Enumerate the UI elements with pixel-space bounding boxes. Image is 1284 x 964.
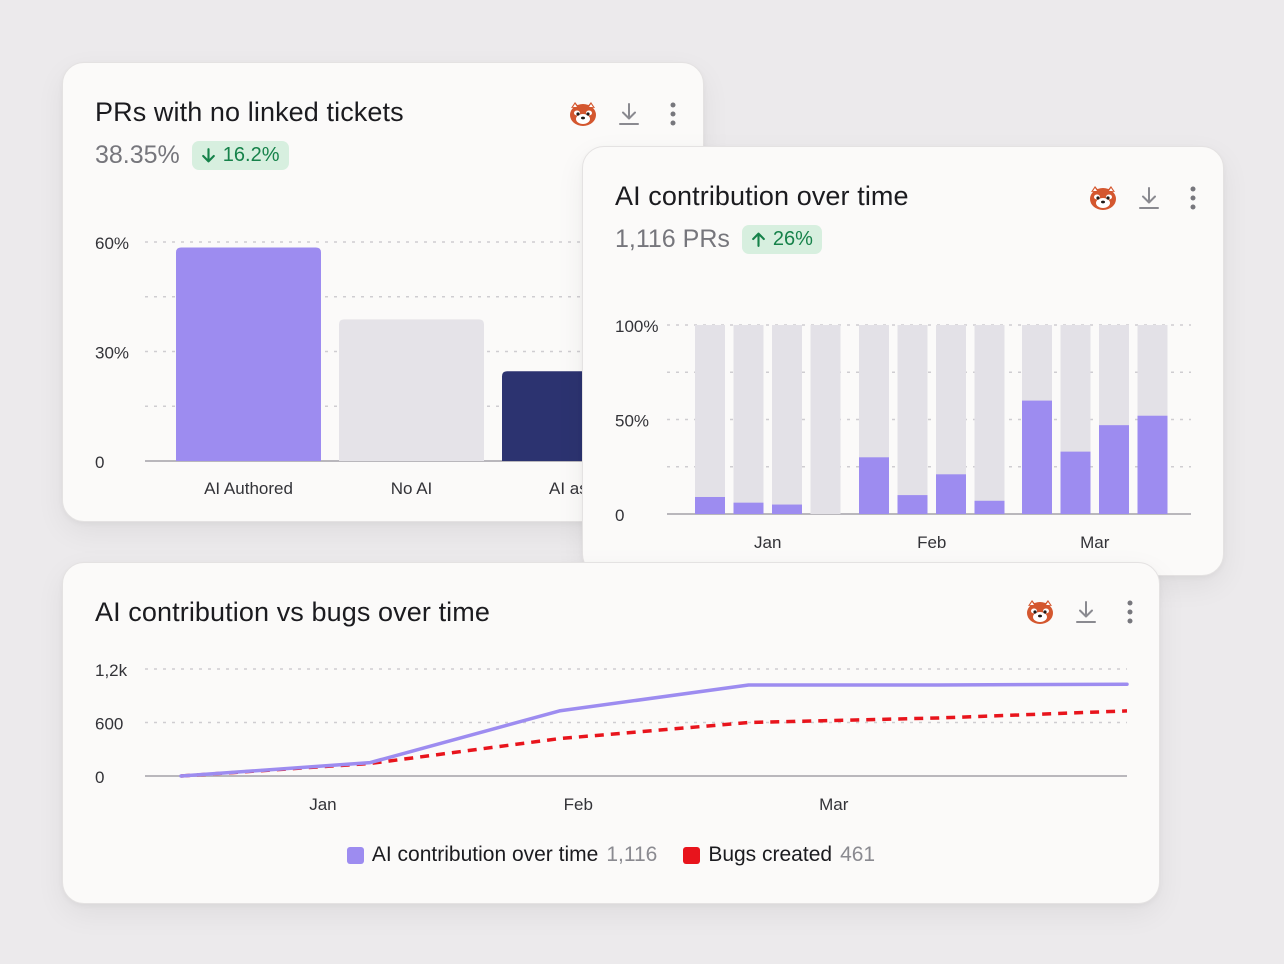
y-tick-label: 100% xyxy=(615,317,658,336)
ai-share-bar[interactable] xyxy=(859,457,889,514)
download-button[interactable] xyxy=(1073,597,1099,627)
legend-value: 1,116 xyxy=(606,843,658,866)
metric-value: 1,116 PRs xyxy=(615,225,730,253)
x-tick-label: Jan xyxy=(309,795,336,814)
x-tick-label: AI Authored xyxy=(204,479,293,498)
ai-share-bar[interactable] xyxy=(733,502,764,514)
ai-vs-bugs-line-chart: 0 600 1,2k Jan Feb Mar xyxy=(95,661,1129,814)
more-vertical-icon xyxy=(1127,600,1133,624)
ai-share-bar[interactable] xyxy=(1060,451,1091,514)
more-vertical-icon xyxy=(670,102,676,126)
ai-contribution-card: AI contribution over time 1,116 PRs 26% xyxy=(582,146,1224,576)
legend-swatch xyxy=(683,846,701,864)
red-panda-avatar-icon xyxy=(568,99,598,129)
ai-share-bar[interactable] xyxy=(1099,425,1129,514)
legend-value: 461 xyxy=(840,843,876,866)
x-tick-label: Jan xyxy=(754,533,781,552)
legend-item-ai[interactable]: AI contribution over time 1,116 xyxy=(346,843,658,867)
card-actions xyxy=(1025,597,1143,627)
x-tick-label: Mar xyxy=(819,795,849,814)
ai-vs-bugs-card: AI contribution vs bugs over time 0 600 1,… xyxy=(62,562,1160,904)
stack-rest-bar[interactable] xyxy=(733,325,764,514)
ai-share-bar[interactable] xyxy=(695,496,725,514)
card-title: AI contribution over time xyxy=(615,181,909,211)
arrow-up-icon xyxy=(752,232,765,247)
more-vertical-icon xyxy=(1190,186,1196,210)
bar[interactable] xyxy=(176,247,321,461)
arrow-down-icon xyxy=(201,148,215,163)
ai-share-bar[interactable] xyxy=(897,495,928,514)
ai-share-bar[interactable] xyxy=(1022,400,1052,514)
ai-stacked-bar-chart: 0 50% 100% Jan Feb Mar xyxy=(615,317,1191,552)
ai-share-bar[interactable] xyxy=(772,504,802,514)
y-tick-label: 0 xyxy=(95,768,104,787)
delta-value: 26% xyxy=(772,228,813,250)
stack-rest-bar[interactable] xyxy=(695,325,725,514)
card-title: PRs with no linked tickets xyxy=(95,97,404,127)
ai-share-bar[interactable] xyxy=(1137,415,1168,514)
y-tick-label: 30% xyxy=(95,344,129,363)
y-tick-label: 60% xyxy=(95,234,129,253)
delta-badge: 16.2% xyxy=(191,141,289,170)
legend-label: Bugs created xyxy=(708,843,833,866)
download-icon xyxy=(619,103,639,125)
bugs-created-line[interactable] xyxy=(180,709,1128,778)
x-tick-label: Feb xyxy=(917,533,946,552)
x-tick-label: Mar xyxy=(1080,533,1110,552)
stack-rest-bar[interactable] xyxy=(772,325,802,514)
y-tick-label: 1,2k xyxy=(95,661,128,680)
stack-rest-bar[interactable] xyxy=(810,325,841,514)
y-tick-label: 0 xyxy=(95,453,104,472)
more-options-button[interactable] xyxy=(1117,597,1143,627)
legend-swatch xyxy=(346,846,364,864)
metric-row: 1,116 PRs 26% xyxy=(615,225,822,254)
ai-share-bar[interactable] xyxy=(936,474,966,514)
download-icon xyxy=(1139,187,1159,209)
download-button[interactable] xyxy=(1136,183,1162,213)
y-tick-label: 50% xyxy=(615,412,649,431)
card-actions xyxy=(1088,183,1206,213)
ai-share-bar[interactable] xyxy=(974,500,1005,514)
download-icon xyxy=(1076,601,1096,623)
x-tick-label: No AI xyxy=(391,479,433,498)
legend-label: AI contribution over time xyxy=(371,843,599,866)
y-tick-label: 0 xyxy=(615,506,624,525)
download-button[interactable] xyxy=(616,99,642,129)
bar[interactable] xyxy=(339,319,484,461)
red-panda-avatar-icon xyxy=(1025,597,1055,627)
metric-value: 38.35% xyxy=(95,141,180,169)
more-options-button[interactable] xyxy=(1180,183,1206,213)
card-title: AI contribution vs bugs over time xyxy=(95,597,490,627)
y-tick-label: 600 xyxy=(95,715,123,734)
prs-bar-chart: 030%60%AI Authored No AI AI assi xyxy=(95,234,703,498)
red-panda-avatar-icon xyxy=(1088,183,1118,213)
delta-value: 16.2% xyxy=(222,144,280,166)
stack-rest-bar[interactable] xyxy=(974,325,1005,514)
delta-badge: 26% xyxy=(741,225,822,254)
ai-contribution-line[interactable] xyxy=(179,682,1129,778)
stack-rest-bar[interactable] xyxy=(897,325,928,514)
legend-item-bugs[interactable]: Bugs created 461 xyxy=(683,843,875,867)
more-options-button[interactable] xyxy=(660,99,686,129)
card-actions xyxy=(568,99,686,129)
x-tick-label: Feb xyxy=(564,795,593,814)
metric-row: 38.35% 16.2% xyxy=(95,141,289,170)
chart-legend: AI contribution over time 1,116 Bugs cre… xyxy=(63,843,1159,867)
